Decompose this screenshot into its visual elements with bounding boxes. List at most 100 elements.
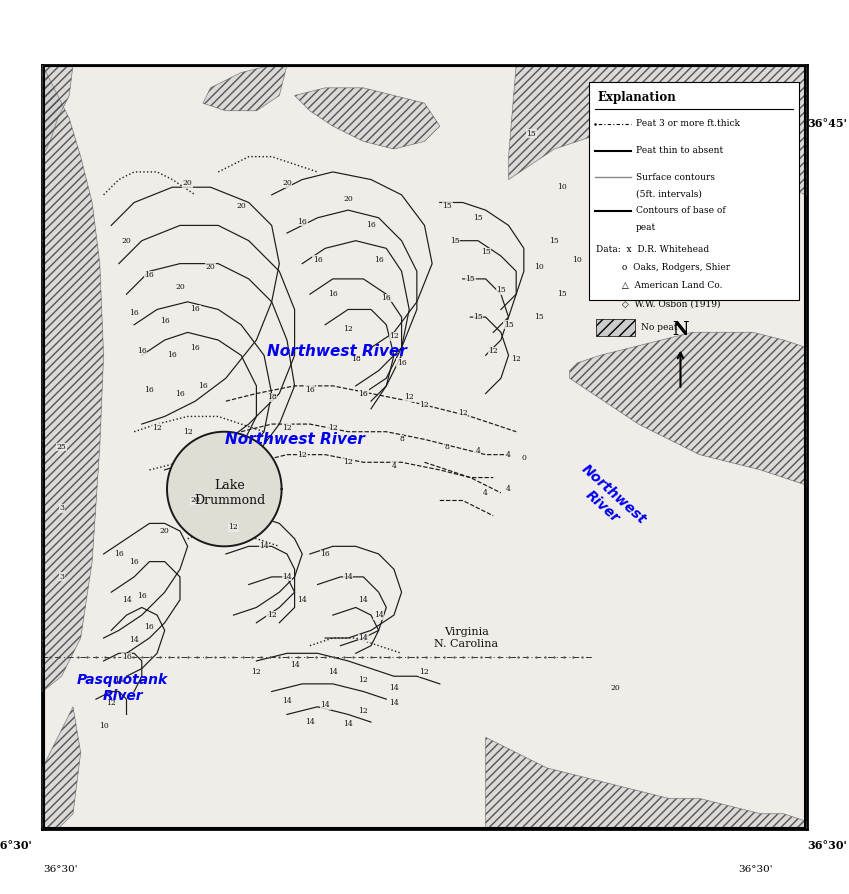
- Text: 15: 15: [442, 202, 453, 210]
- Text: peat: peat: [636, 224, 656, 232]
- Polygon shape: [167, 432, 282, 546]
- Text: 14: 14: [129, 636, 139, 644]
- Text: 10: 10: [98, 721, 109, 730]
- Text: 12: 12: [343, 325, 353, 333]
- Text: 12: 12: [183, 427, 193, 435]
- Text: 36°30': 36°30': [739, 865, 773, 874]
- Text: Pasquotank
River: Pasquotank River: [77, 672, 168, 703]
- Polygon shape: [42, 65, 73, 156]
- Text: 20: 20: [160, 527, 170, 535]
- Text: 20: 20: [121, 237, 132, 245]
- Text: 12: 12: [343, 459, 353, 467]
- Polygon shape: [570, 333, 807, 485]
- Polygon shape: [486, 738, 807, 829]
- Text: 12: 12: [358, 676, 368, 684]
- Text: Data:  x  D.R. Whitehead: Data: x D.R. Whitehead: [596, 245, 710, 254]
- Text: 16: 16: [358, 390, 368, 398]
- Text: 16: 16: [137, 592, 147, 600]
- Text: 15: 15: [503, 321, 514, 329]
- Text: 14: 14: [343, 573, 353, 581]
- Text: 15: 15: [526, 130, 537, 138]
- Text: Peat 3 or more ft.thick: Peat 3 or more ft.thick: [636, 119, 740, 128]
- Text: 12: 12: [419, 669, 430, 677]
- Text: 15: 15: [549, 237, 559, 245]
- Text: 12: 12: [358, 706, 368, 714]
- Text: 16: 16: [366, 222, 376, 230]
- Text: 15: 15: [465, 274, 475, 283]
- Text: 15: 15: [496, 286, 506, 294]
- Polygon shape: [203, 65, 287, 111]
- Text: 4: 4: [483, 489, 488, 497]
- Bar: [588, 81, 799, 299]
- Text: N: N: [672, 321, 689, 339]
- Polygon shape: [42, 65, 104, 692]
- Text: 15: 15: [473, 313, 483, 321]
- Polygon shape: [42, 707, 81, 829]
- Text: 16: 16: [160, 317, 170, 325]
- Text: 16: 16: [312, 256, 323, 264]
- Text: 16: 16: [167, 351, 177, 359]
- Text: 4: 4: [391, 462, 396, 470]
- Text: 10: 10: [557, 183, 567, 191]
- Polygon shape: [295, 88, 440, 149]
- Text: 18: 18: [267, 393, 277, 401]
- Text: △  American Land Co.: △ American Land Co.: [596, 282, 722, 291]
- Text: 12: 12: [228, 523, 239, 531]
- Text: 14: 14: [389, 699, 399, 707]
- Text: 4: 4: [506, 451, 511, 459]
- Text: 12: 12: [389, 333, 399, 341]
- Text: 14: 14: [282, 696, 292, 704]
- Text: 20: 20: [205, 264, 216, 272]
- Text: 16: 16: [396, 359, 407, 367]
- Text: ◇  W.W. Osbon (1919): ◇ W.W. Osbon (1919): [596, 299, 721, 308]
- Text: 16: 16: [374, 256, 384, 264]
- Text: 12: 12: [251, 669, 261, 677]
- Text: 14: 14: [389, 684, 399, 692]
- Text: 14: 14: [343, 720, 353, 728]
- Text: 12: 12: [404, 393, 414, 401]
- Text: 16: 16: [198, 382, 208, 390]
- Text: 8: 8: [399, 435, 404, 443]
- Text: 12: 12: [297, 451, 307, 459]
- Text: 16: 16: [175, 390, 185, 398]
- Text: 16: 16: [320, 550, 330, 558]
- Text: 14: 14: [290, 661, 300, 669]
- Text: 16: 16: [121, 654, 132, 662]
- Text: 16: 16: [129, 309, 139, 317]
- Text: Explanation: Explanation: [598, 91, 677, 104]
- Text: 8: 8: [445, 443, 450, 451]
- Text: 25: 25: [57, 443, 66, 451]
- Text: 16: 16: [114, 550, 124, 558]
- Text: Virginia
N. Carolina: Virginia N. Carolina: [435, 628, 498, 649]
- Text: 36°45': 36°45': [807, 118, 847, 129]
- Text: Surface contours: Surface contours: [636, 173, 715, 181]
- Text: No peat: No peat: [641, 324, 678, 333]
- Text: 16: 16: [297, 217, 307, 225]
- Text: 15: 15: [557, 291, 567, 299]
- Text: (5ft. intervals): (5ft. intervals): [636, 190, 702, 198]
- Text: 12: 12: [488, 348, 498, 356]
- Text: 15: 15: [534, 313, 544, 321]
- Text: 15: 15: [588, 207, 598, 215]
- Polygon shape: [509, 65, 807, 195]
- Text: Northwest River: Northwest River: [267, 344, 407, 359]
- Text: 15: 15: [450, 237, 460, 245]
- Text: 12: 12: [328, 424, 338, 432]
- Text: 10: 10: [534, 264, 544, 272]
- Text: 15: 15: [473, 214, 483, 222]
- Text: 14: 14: [259, 543, 269, 551]
- Text: 12: 12: [267, 611, 277, 620]
- Text: 14: 14: [374, 611, 384, 620]
- Text: 14: 14: [328, 669, 338, 677]
- Text: 14: 14: [282, 573, 292, 581]
- Text: 20: 20: [282, 180, 292, 188]
- Text: 14: 14: [358, 634, 368, 642]
- Text: 12: 12: [152, 424, 162, 432]
- Text: 16: 16: [305, 385, 315, 393]
- Text: 16: 16: [144, 622, 155, 630]
- Text: 16: 16: [328, 291, 338, 299]
- Text: Northwest
River: Northwest River: [567, 462, 649, 539]
- Text: Northwest River: Northwest River: [225, 432, 364, 447]
- Text: 14: 14: [297, 595, 307, 603]
- Text: 14: 14: [305, 718, 315, 726]
